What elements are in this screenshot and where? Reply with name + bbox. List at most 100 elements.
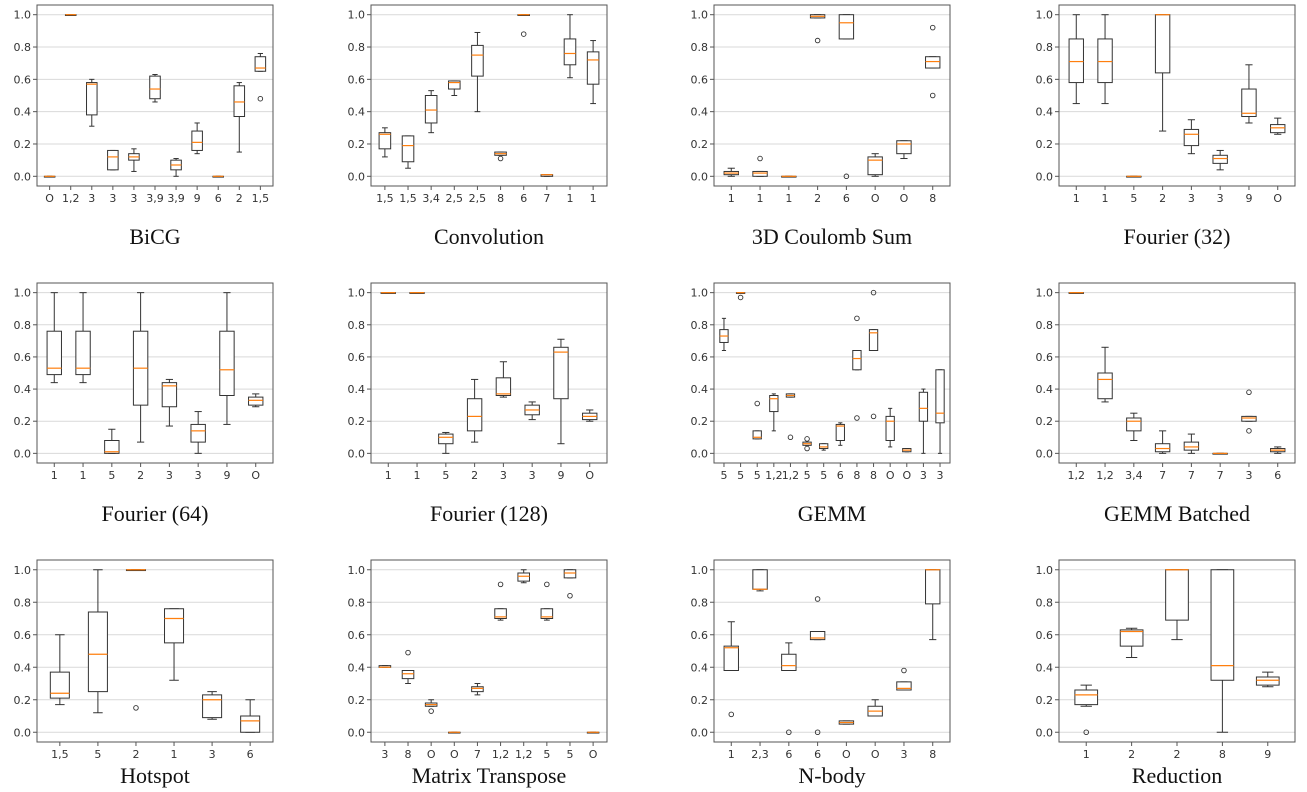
box [723, 645, 739, 671]
x-tick-label: 3,9 [146, 192, 164, 205]
box [378, 132, 392, 150]
box [563, 38, 577, 66]
plot-frame [713, 282, 951, 464]
x-tick-label: O [842, 748, 851, 761]
chart-panel: 0.0 0.2 0.4 0.6 0.8 1.0 1 1 5 2 3 3 9 O Fourier (64) [14, 282, 274, 526]
y-tick-label: 0.2 [691, 415, 709, 428]
outlier-point [1246, 389, 1252, 396]
box [86, 82, 98, 116]
y-tick-label: 0.0 [1036, 170, 1054, 183]
x-tick-label: 2,5 [446, 192, 464, 205]
x-tick-label: 5 [1130, 192, 1137, 205]
box [935, 369, 945, 424]
box [925, 56, 941, 69]
chart-panel: 0.0 0.2 0.4 0.6 0.8 1.0 1 2,3 6 6 O O 3 8 N-body [691, 559, 951, 788]
x-tick-label: 5 [543, 748, 550, 761]
y-tick-label: 0.8 [348, 319, 366, 332]
box [517, 572, 530, 582]
y-tick-label: 0.6 [14, 73, 32, 86]
x-tick-label: 3 [209, 748, 216, 761]
x-tick-label: 6 [785, 748, 792, 761]
y-tick-label: 1.0 [1036, 9, 1054, 22]
outlier-point [133, 705, 139, 711]
plot-frame [36, 559, 274, 743]
box [219, 330, 235, 397]
y-tick-label: 0.2 [691, 138, 709, 151]
x-tick-label: O [871, 748, 880, 761]
x-tick-label: 1 [785, 192, 792, 205]
x-tick-label: 2 [814, 192, 821, 205]
chart-panel: 0.0 0.2 0.4 0.6 0.8 1.0 1 1 5 2 3 3 9 O Fourier (32) [1036, 4, 1296, 249]
y-tick-label: 0.8 [691, 41, 709, 54]
outlier-point [854, 315, 860, 322]
outlier-point [1083, 729, 1089, 736]
x-tick-label: 2 [132, 748, 139, 761]
y-tick-label: 1.0 [14, 287, 32, 300]
x-tick-label: 5 [94, 748, 101, 761]
x-tick-label: 7 [1159, 469, 1166, 482]
y-tick-label: 0.6 [14, 629, 32, 642]
box [495, 377, 512, 397]
box [896, 681, 912, 691]
x-tick-label: 7 [1188, 469, 1195, 482]
y-tick-label: 0.4 [348, 661, 366, 674]
outlier-point [567, 593, 573, 599]
outlier-point [870, 413, 877, 420]
y-tick-label: 1.0 [691, 287, 709, 300]
box [809, 631, 826, 641]
x-tick-label: 3 [500, 469, 507, 482]
chart-panel: 0.0 0.2 0.4 0.6 0.8 1.0 1 1 1 2 6 O O 8 3D Coulomb Sum [691, 4, 951, 249]
x-tick-label: 1 [1083, 748, 1090, 761]
box [438, 433, 454, 445]
x-tick-label: 3 [88, 192, 95, 205]
y-tick-label: 0.0 [14, 726, 32, 739]
y-tick-label: 0.6 [691, 73, 709, 86]
x-tick-label: 9 [557, 469, 564, 482]
box [835, 423, 845, 441]
box [401, 670, 415, 680]
x-tick-label: 8 [497, 192, 504, 205]
box [838, 14, 855, 40]
x-tick-label: 3 [166, 469, 173, 482]
box [161, 382, 178, 408]
y-tick-label: 0.0 [14, 170, 32, 183]
box [553, 346, 569, 400]
x-tick-label: 9 [1245, 192, 1252, 205]
outlier-point [405, 649, 411, 656]
x-tick-label: 1,5 [51, 748, 69, 761]
outlier-point [929, 24, 936, 31]
box [1154, 443, 1171, 453]
box [248, 396, 264, 406]
outlier-point [757, 155, 763, 162]
outlier-point [497, 581, 504, 588]
box [1183, 441, 1200, 451]
box [752, 569, 768, 590]
x-tick-label: 8 [929, 192, 936, 205]
chart-title: N-body [798, 763, 865, 788]
box [852, 350, 862, 371]
outlier-point [804, 436, 810, 442]
x-tick-label: 3 [529, 469, 536, 482]
plot-frame [370, 559, 608, 743]
box [1097, 372, 1113, 400]
y-tick-label: 0.6 [1036, 629, 1054, 642]
x-tick-label: 1,2 [62, 192, 80, 205]
box [1241, 415, 1257, 422]
chart-panel: 0.0 0.2 0.4 0.6 0.8 1.0 1 1 5 2 3 3 9 O Fourier (128) [348, 282, 608, 526]
box [75, 330, 91, 376]
chart-title: Reduction [1132, 763, 1222, 788]
box [240, 715, 261, 733]
y-tick-label: 1.0 [691, 564, 709, 577]
x-tick-label: 1,5 [252, 192, 270, 205]
outlier-point [544, 581, 550, 588]
y-tick-label: 0.0 [348, 726, 366, 739]
y-tick-label: 0.8 [1036, 596, 1054, 609]
x-tick-label: 8 [1219, 748, 1226, 761]
box [1074, 689, 1099, 706]
x-tick-label: 1 [80, 469, 87, 482]
y-tick-label: 1.0 [14, 564, 32, 577]
y-tick-label: 0.4 [691, 661, 709, 674]
chart-title: Hotspot [120, 763, 190, 788]
x-tick-label: 9 [194, 192, 201, 205]
